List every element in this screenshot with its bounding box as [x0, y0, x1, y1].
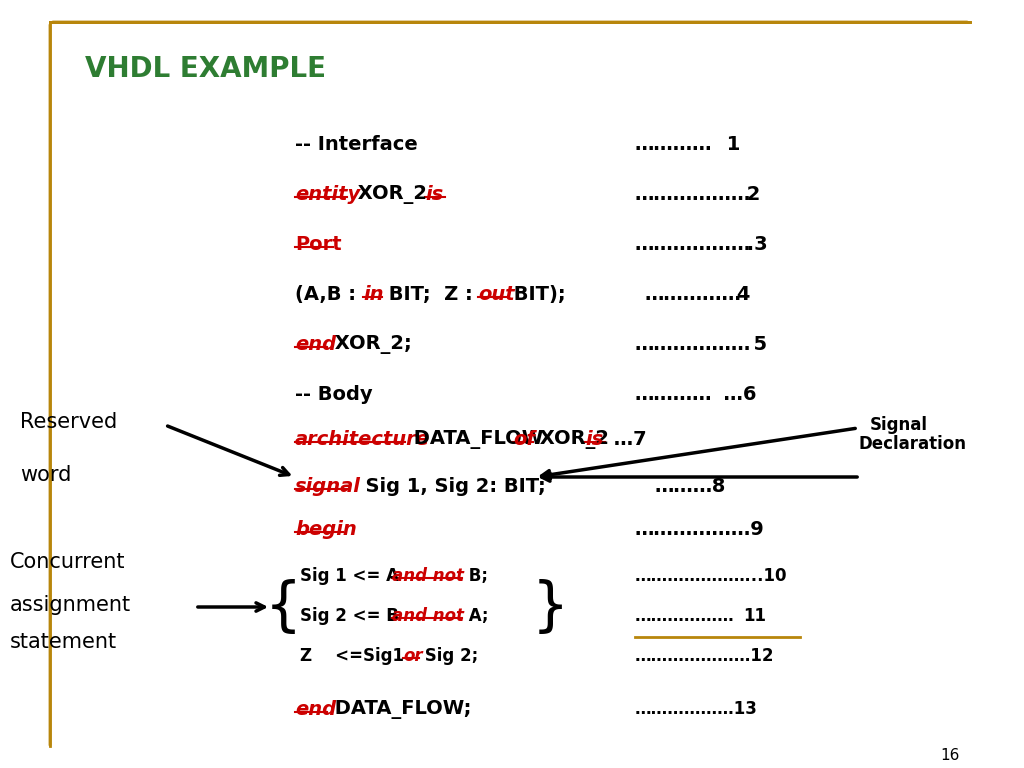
Text: {: { — [264, 578, 301, 635]
Text: ..10: ..10 — [745, 567, 786, 585]
Text: end: end — [295, 700, 336, 719]
Text: ………………: ……………… — [635, 235, 752, 254]
Text: signal: signal — [295, 477, 360, 496]
Text: XOR_2;: XOR_2; — [328, 335, 412, 354]
Text: begin: begin — [295, 520, 356, 539]
Text: 2: 2 — [740, 185, 761, 204]
Text: and not: and not — [392, 567, 464, 585]
Text: …6: …6 — [710, 385, 757, 404]
Text: B;: B; — [463, 567, 488, 585]
Text: Sig 2;: Sig 2; — [419, 647, 478, 665]
Text: Sig 2 <= B: Sig 2 <= B — [300, 607, 404, 625]
Text: entity: entity — [295, 185, 360, 204]
Text: ………………: ……………… — [635, 607, 735, 625]
Text: ………………9: ………………9 — [635, 520, 765, 539]
Text: assignment: assignment — [10, 595, 131, 615]
Text: …………: ………… — [635, 385, 713, 404]
Text: Concurrent: Concurrent — [10, 552, 126, 572]
Text: end: end — [295, 335, 336, 354]
Text: …7: …7 — [607, 430, 646, 449]
Text: out: out — [478, 285, 515, 304]
Text: BIT;  Z :: BIT; Z : — [382, 285, 479, 304]
Text: 5: 5 — [740, 335, 767, 354]
Text: is: is — [585, 430, 603, 449]
Text: (A,B :: (A,B : — [295, 285, 362, 304]
Text: ………………: ……………… — [635, 335, 752, 354]
Text: VHDL EXAMPLE: VHDL EXAMPLE — [85, 55, 326, 83]
Text: A;: A; — [463, 607, 488, 625]
Text: is: is — [425, 185, 443, 204]
Text: 16: 16 — [941, 748, 961, 763]
Text: }: } — [531, 578, 568, 635]
Text: …………………12: …………………12 — [635, 647, 774, 665]
Text: Sig 1, Sig 2: BIT;: Sig 1, Sig 2: BIT; — [352, 477, 546, 496]
Text: -- Interface: -- Interface — [295, 135, 418, 154]
Text: architecture: architecture — [295, 430, 430, 449]
Text: .3: .3 — [740, 235, 768, 254]
Text: of: of — [513, 430, 535, 449]
Text: 1: 1 — [720, 135, 740, 154]
Text: Reserved: Reserved — [20, 412, 118, 432]
Text: 11: 11 — [743, 607, 766, 625]
Text: ………: ……… — [655, 477, 713, 496]
Text: Signal: Signal — [870, 416, 928, 434]
Text: statement: statement — [10, 632, 117, 652]
Text: …………: ………… — [635, 135, 713, 154]
Text: ………………13: ………………13 — [635, 700, 758, 718]
Text: DATA_FLOW: DATA_FLOW — [407, 430, 550, 449]
Text: ………………: ……………… — [635, 185, 752, 204]
Text: and not: and not — [392, 607, 464, 625]
Text: …………………: ………………… — [635, 567, 752, 585]
Text: XOR_2: XOR_2 — [534, 430, 615, 449]
Text: 8: 8 — [705, 477, 725, 496]
Text: 4: 4 — [730, 285, 751, 304]
Text: BIT);: BIT); — [507, 285, 565, 304]
Text: XOR_2: XOR_2 — [351, 185, 434, 204]
Text: -- Body: -- Body — [295, 385, 373, 404]
Text: Z    <=Sig1: Z <=Sig1 — [300, 647, 410, 665]
Text: Port: Port — [295, 235, 342, 254]
Text: or: or — [403, 647, 423, 665]
Text: word: word — [20, 465, 72, 485]
Text: Sig 1 <= A: Sig 1 <= A — [300, 567, 404, 585]
Text: DATA_FLOW;: DATA_FLOW; — [328, 700, 471, 719]
Text: ……………: …………… — [645, 285, 741, 304]
Text: Declaration: Declaration — [858, 435, 966, 453]
Text: in: in — [362, 285, 384, 304]
